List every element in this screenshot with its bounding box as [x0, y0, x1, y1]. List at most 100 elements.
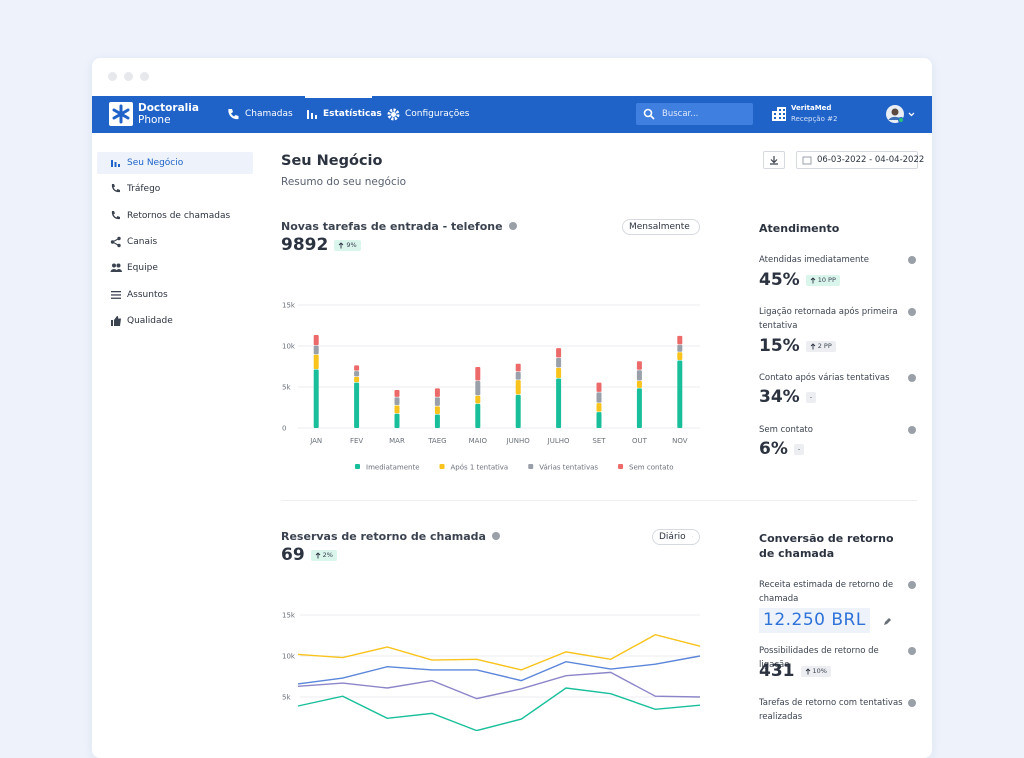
search-icon	[643, 108, 655, 120]
legend-swatch	[439, 464, 445, 469]
metric-change: 10%	[800, 666, 831, 677]
info-icon	[908, 256, 916, 264]
kpi-change: 2%	[310, 550, 337, 561]
bar-segment	[313, 335, 319, 346]
sidebar-icon	[111, 210, 120, 219]
bar-segment	[677, 335, 683, 345]
info-icon	[492, 532, 500, 540]
brand-product: Phone	[138, 114, 171, 126]
active-indicator	[305, 96, 372, 98]
page-title: Seu Negócio	[281, 153, 383, 169]
bar-segment	[475, 367, 481, 381]
bar-segment	[354, 371, 360, 377]
sidebar-item[interactable]: Qualidade	[127, 315, 173, 326]
stats-icon	[307, 110, 317, 119]
search-placeholder: Buscar...	[662, 109, 699, 119]
metric-change-text: 10%	[812, 667, 827, 676]
sidebar-item[interactable]: Retornos de chamadas	[127, 210, 231, 221]
up-arrow	[315, 552, 320, 559]
metric-value[interactable]: 12.250 BRL	[759, 608, 870, 633]
info-icon	[908, 699, 916, 707]
gear-icon	[387, 108, 400, 121]
info-icon	[509, 222, 517, 230]
metric-label: Atendidas imediatamente	[759, 255, 869, 265]
period-dropdown[interactable]: Mensalmente	[622, 219, 700, 235]
panel-title: Conversão de retorno de chamada	[759, 532, 894, 560]
metric-row: 6% -	[759, 439, 805, 459]
metric-change: -	[793, 444, 805, 455]
x-tick-label: TAEG	[427, 437, 446, 445]
metric-change-text: -	[797, 445, 801, 454]
y-tick-label: 10k	[282, 653, 296, 661]
line-series	[297, 687, 701, 731]
y-tick-label: 5k	[282, 694, 291, 702]
legend-label: Após 1 tentativa	[451, 464, 509, 472]
brand-name: Doctoralia	[138, 102, 199, 114]
legend-label: Sem contato	[629, 464, 673, 472]
period-text: Diário	[659, 532, 686, 542]
chart-title: Novas tarefas de entrada - telefone	[281, 220, 503, 233]
bar-segment	[596, 392, 602, 403]
bar-segment	[596, 403, 602, 412]
app-window	[92, 58, 932, 758]
legend-swatch	[355, 464, 360, 469]
bar-segment	[313, 345, 319, 355]
metric-label: Tarefas de retorno com tentativas realiz…	[759, 698, 903, 722]
nav-item[interactable]: Chamadas	[245, 109, 293, 119]
nav-item[interactable]: Configurações	[405, 109, 470, 119]
bar-segment	[434, 397, 440, 406]
window-dot	[108, 72, 117, 81]
sidebar-icon	[111, 160, 120, 167]
info-icon	[908, 647, 916, 655]
bar-segment	[475, 380, 481, 396]
sidebar-item[interactable]: Assuntos	[127, 289, 168, 300]
bar-segment	[515, 380, 521, 395]
metric-value: 34%	[759, 387, 800, 407]
download-button[interactable]	[763, 151, 785, 169]
metric-label: Ligação retornada após primeira tentativ…	[759, 307, 898, 331]
metric-change-text: -	[809, 393, 813, 402]
nav-item[interactable]: Estatísticas	[323, 109, 382, 119]
metric-label: Contato após várias tentativas	[759, 373, 890, 383]
page-subtitle: Resumo do seu negócio	[281, 176, 407, 188]
x-tick-label: MAR	[389, 437, 405, 445]
x-tick-label: JULHO	[547, 437, 570, 445]
charts: 0 5k 10k 15k JAN FEV MAR TAEG MAIO JUNHO JULHO SET O…	[282, 302, 701, 731]
bar-segment	[394, 397, 400, 406]
kpi-row: 69 2%	[281, 547, 337, 564]
date-picker[interactable]: 06-03-2022 - 04-04-2022	[796, 151, 924, 169]
info-icon	[908, 581, 916, 589]
search-box[interactable]	[636, 103, 753, 125]
bar-segment	[677, 344, 683, 352]
user-avatar[interactable]	[885, 104, 917, 124]
kpi-row: 9892 9%	[281, 237, 361, 254]
y-tick-label: 15k	[282, 302, 296, 310]
x-tick-label: FEV	[350, 437, 363, 445]
bar-segment	[677, 352, 683, 360]
bar-segment	[636, 370, 642, 381]
phone-icon	[228, 109, 239, 120]
metric-value: 6%	[759, 439, 788, 459]
bar-segment	[556, 378, 562, 428]
account-location: Recepção #2	[791, 115, 838, 123]
up-arrow	[339, 242, 344, 249]
metric-row: 15% 2 PP	[759, 338, 836, 355]
edit-icon[interactable]	[876, 616, 892, 626]
window-dot	[124, 72, 133, 81]
metric-value: 45%	[759, 270, 800, 290]
bar-segment	[434, 388, 440, 397]
sidebar-item[interactable]: Seu Negócio	[127, 158, 184, 168]
legend-swatch	[528, 464, 534, 469]
y-tick-label: 15k	[282, 612, 296, 620]
metric-label: Receita estimada de retorno de chamada	[759, 580, 894, 604]
sidebar-item[interactable]: Canais	[127, 236, 158, 247]
period-dropdown[interactable]: Diário	[652, 529, 700, 545]
metric-value: 431	[759, 661, 795, 681]
bar-segment	[515, 371, 521, 380]
up-arrow	[810, 277, 816, 284]
bar-segment	[354, 365, 360, 371]
metric-change-text: 2 PP	[817, 342, 832, 351]
sidebar-item[interactable]: Equipe	[127, 263, 158, 274]
x-tick-label: OUT	[632, 437, 648, 445]
sidebar-item[interactable]: Tráfego	[127, 184, 161, 195]
